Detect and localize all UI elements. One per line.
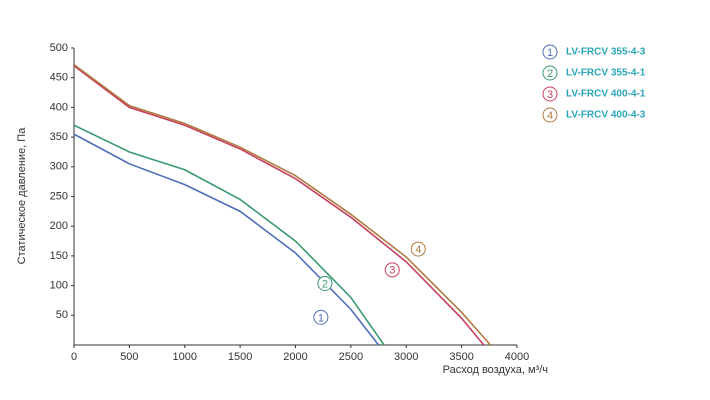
series-line: [73, 63, 492, 346]
curve-label-circle: [313, 309, 329, 325]
legend-label: LV-FRCV 400-4-1: [566, 89, 646, 100]
x-tick-label: 3500: [449, 351, 473, 363]
legend-number: 3: [547, 89, 553, 101]
x-tick-label: 2500: [339, 351, 363, 363]
series-line: [73, 133, 380, 346]
series-line: [73, 124, 385, 346]
legend-number: 2: [547, 68, 553, 80]
y-tick-label: 350: [50, 131, 68, 143]
curve-label-circle: [317, 275, 333, 291]
x-tick-label: 1500: [228, 351, 252, 363]
y-axis-title: Статическое давление, Па: [16, 127, 28, 265]
y-tick-label: 500: [50, 42, 68, 54]
x-tick-label: 500: [120, 351, 138, 363]
curve-label-circle: [410, 241, 426, 257]
x-axis-title: Расход воздуха, м³/ч: [443, 364, 548, 376]
x-tick-label: 2000: [283, 351, 307, 363]
legend-number: 1: [547, 47, 553, 59]
legend-circle: [542, 86, 558, 102]
legend-number: 4: [547, 110, 553, 122]
y-tick-label: 300: [50, 161, 68, 173]
legend-label: LV-FRCV 400-4-3: [566, 110, 646, 121]
legend-label: LV-FRCV 355-4-3: [566, 47, 646, 58]
curve-label: 1: [318, 312, 324, 324]
y-tick-label: 150: [50, 250, 68, 262]
x-tick-label: 3000: [394, 351, 418, 363]
legend-label: LV-FRCV 355-4-1: [566, 68, 646, 79]
legend-circle: [542, 44, 558, 60]
curve-label-circle: [384, 262, 400, 278]
legend-circle: [542, 65, 558, 81]
x-tick-label: 4000: [505, 351, 529, 363]
y-tick-label: 50: [56, 309, 68, 321]
curve-label: 3: [389, 265, 395, 277]
x-tick-label: 1000: [173, 351, 197, 363]
y-tick-label: 250: [50, 190, 68, 202]
curve-label: 4: [415, 244, 421, 256]
series-line: [73, 65, 485, 346]
y-tick-label: 200: [50, 220, 68, 232]
curve-label: 2: [322, 278, 328, 290]
y-tick-label: 400: [50, 101, 68, 113]
y-tick-label: 100: [50, 280, 68, 292]
y-tick-label: 450: [50, 72, 68, 84]
legend-circle: [542, 107, 558, 123]
x-tick-label: 0: [71, 351, 77, 363]
